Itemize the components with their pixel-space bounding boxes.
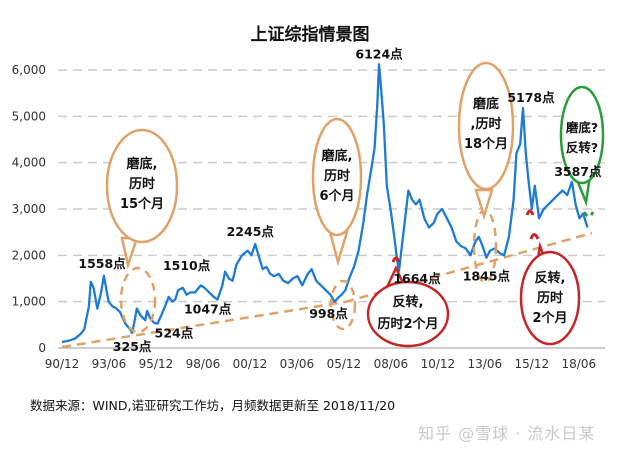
x-tick-label: 03/06 [280,357,315,371]
data-label: 998点 [309,306,348,321]
data-label: 1845点 [463,269,511,284]
callout-bubble-3: 反转, 历时2个月 [366,265,450,348]
callout-6-line-1: 反转, [535,270,566,286]
data-label: 2245点 [227,224,275,239]
x-tick-label: 98/06 [186,357,221,371]
callout-3-line-2: 历时2个月 [377,316,438,332]
callout-4-line-3: 18个月 [464,136,508,152]
trend-line-lower [61,300,346,349]
callout-bubble-6: 反转, 历时 2个月 [519,241,581,346]
reversal-mark-3 [529,233,540,240]
y-tick-label: 4,000 [12,156,46,170]
callout-5-line-1: 磨底? [565,120,598,135]
reversal-mark-1 [391,256,401,263]
callout-bubble-1: 磨底, 历时 15个月 [105,128,179,270]
data-label: 5178点 [507,90,555,105]
callout-6-line-3: 2个月 [532,310,567,326]
callout-bubble-5: 磨底? 反转? [559,85,605,207]
y-tick-label: 3,000 [12,202,46,216]
trend-lines [61,231,593,349]
y-axis-ticks: 0 1,000 2,000 3,000 4,000 5,000 6,000 [12,63,46,355]
bottom-mark-green [582,211,595,218]
callout-bubble-2: 磨底, 历时 6个月 [311,117,363,267]
reversal-mark-2 [525,209,535,216]
callout-bubble-4: 磨底 ,历时 18个月 [457,61,515,221]
y-tick-label: 5,000 [12,109,46,123]
data-label: 1510点 [163,258,211,273]
data-labels: 1558点 325点 1510点 524点 2245点 1047点 998点 6124点 166… [78,46,602,354]
callout-5-line-2: 反转? [566,140,598,155]
callout-3-line-1: 反转, [393,294,424,310]
y-tick-label: 6,000 [12,63,46,77]
series-line-sse-composite [61,63,589,344]
x-axis-ticks: 90/12 93/06 95/12 98/06 00/12 03/06 05/12 08/06… [45,357,596,371]
data-label: 524点 [155,326,194,341]
y-tick-label: 2,000 [12,248,46,262]
callout-4-line-2: ,历时 [471,116,502,132]
callout-1-line-2: 历时 [129,176,155,192]
data-label: 1664点 [393,271,441,286]
x-tick-label: 05/12 [327,357,362,371]
callout-bubbles: 磨底, 历时 15个月 磨底, 历时 6个月 反转, 历时2个月 磨底 ,历时 … [105,61,605,348]
data-label: 325点 [113,339,152,354]
x-tick-label: 93/06 [92,357,127,371]
data-label: 1047点 [184,301,232,316]
callout-2-line-3: 6个月 [319,188,354,204]
callout-4-line-1: 磨底 [473,96,499,112]
x-tick-label: 10/12 [421,357,456,371]
x-tick-label: 90/12 [45,357,80,371]
watermark: 知乎 @雪球 · 流水日某 [418,424,596,443]
data-label: 1558点 [78,256,126,271]
x-tick-label: 15/12 [515,357,550,371]
chart-title: 上证综指情景图 [251,24,370,45]
x-tick-label: 13/06 [468,357,503,371]
source-note: 数据来源：WIND,诺亚研究工作坊，月频数据更新至 2018/11/20 [30,398,396,413]
x-tick-label: 08/06 [374,357,409,371]
callout-1-line-1: 磨底, [127,156,158,172]
callout-2-line-2: 历时 [324,168,350,184]
x-tick-label: 95/12 [139,357,174,371]
y-tick-label: 0 [38,341,46,355]
callout-2-line-1: 磨底, [322,148,353,164]
y-tick-label: 1,000 [12,295,46,309]
data-label: 3587点 [554,164,602,179]
callout-1-line-3: 15个月 [120,196,164,212]
x-tick-label: 00/12 [233,357,268,371]
callout-6-line-2: 历时 [537,290,563,306]
bottom-ellipse-2 [329,279,357,331]
x-tick-label: 18/06 [562,357,597,371]
data-label: 6124点 [355,46,403,61]
trend-line-upper [344,231,593,304]
bottom-ellipse-1 [119,266,157,334]
